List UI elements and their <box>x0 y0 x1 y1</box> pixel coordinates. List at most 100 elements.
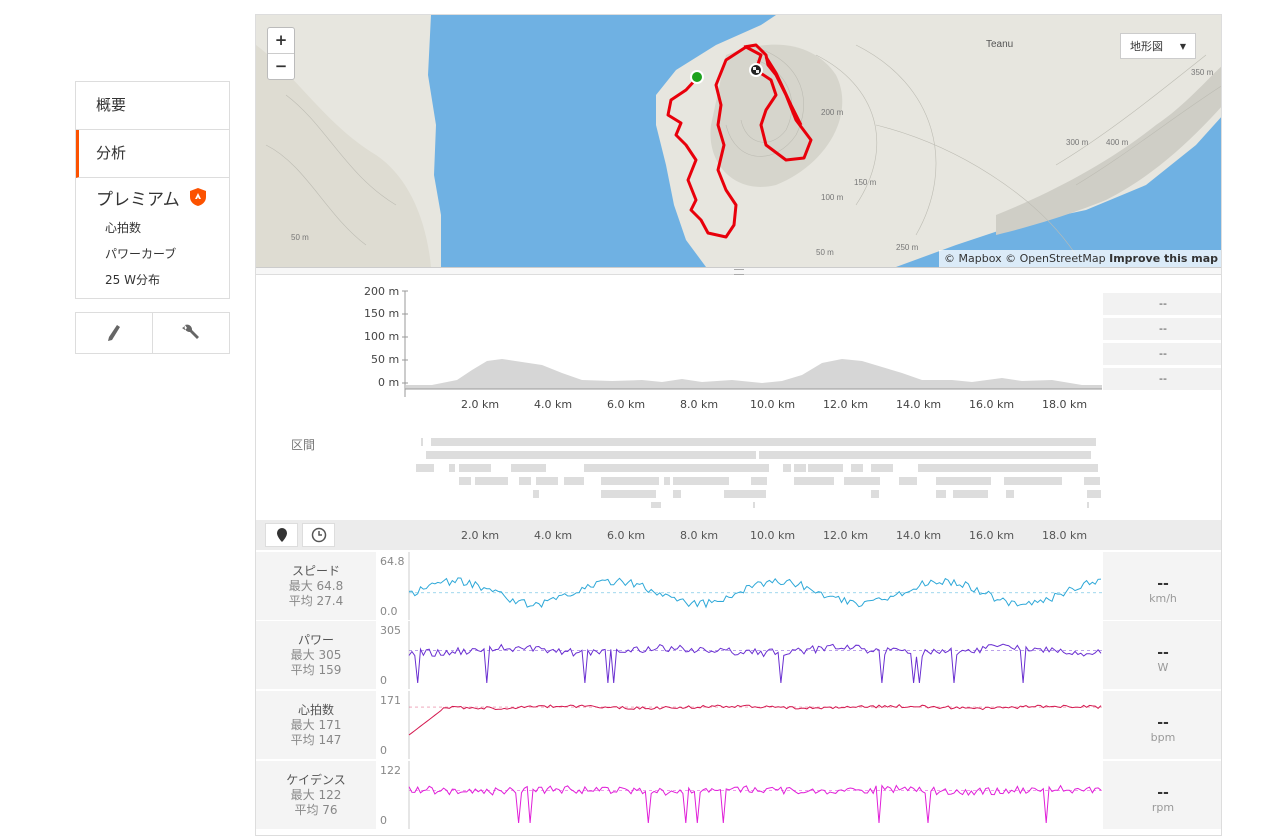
sidebar-item-power-distribution[interactable]: 25 W分布 <box>105 273 160 287</box>
segments-chart <box>416 438 1101 508</box>
analysis-panel: 50 m 50 m 100 m 150 m 200 m 250 m 300 m … <box>255 14 1222 836</box>
stream-power-readout: -- W <box>1103 621 1221 689</box>
time-mode-button[interactable] <box>302 523 335 547</box>
svg-text:50 m: 50 m <box>291 233 309 242</box>
distance-mode-button[interactable] <box>265 523 298 547</box>
stream-line <box>408 643 1102 684</box>
elevation-x-tick: 6.0 km <box>607 398 646 411</box>
stream-max: 最大 171 <box>290 718 342 732</box>
stream-speed-label: スピード 最大 64.8 平均 27.4 <box>256 552 376 620</box>
stream-y-max: 64.8 <box>380 555 405 568</box>
speed-line-chart <box>408 552 1103 620</box>
sidebar-item-analysis[interactable]: 分析 <box>76 130 229 178</box>
elevation-x-tick: 12.0 km <box>823 398 869 411</box>
sidebar-item-power-curve[interactable]: パワーカーブ <box>105 247 177 261</box>
elevation-stat: -- <box>1103 318 1221 340</box>
attribution-osm[interactable]: © OpenStreetMap <box>1005 252 1106 265</box>
chevron-down-icon: ▼ <box>1179 42 1186 51</box>
stream-unit: bpm <box>1150 731 1176 744</box>
elevation-y-tick: 200 m <box>364 285 400 298</box>
premium-label: プレミアム <box>96 189 180 210</box>
stream-x-tick: 2.0 km <box>461 529 500 542</box>
analysis-sidebar: 概要 分析 プレミアム 心拍数 パワーカーブ 25 W分布 <box>75 81 230 299</box>
stream-avg: 平均 147 <box>290 733 342 747</box>
svg-text:50 m: 50 m <box>816 248 834 257</box>
stream-value: -- <box>1157 785 1169 801</box>
stream-avg: 平均 27.4 <box>288 594 344 608</box>
premium-shield-icon <box>189 188 206 206</box>
stream-y-min: 0 <box>380 814 387 827</box>
stream-name: パワー <box>297 633 334 647</box>
streams-toolbar: 2.0 km 4.0 km 6.0 km 8.0 km 10.0 km 12.0… <box>256 520 1221 550</box>
stream-x-tick: 6.0 km <box>607 529 646 542</box>
settings-button[interactable] <box>152 313 229 353</box>
zoom-out-button[interactable]: − <box>268 53 294 79</box>
map-pin-icon <box>276 528 287 542</box>
edit-tools <box>75 312 230 354</box>
stream-line <box>408 784 1102 824</box>
place-label-teanu: Teanu <box>986 39 1013 50</box>
stream-max: 最大 64.8 <box>288 579 344 593</box>
zoom-in-button[interactable]: + <box>274 31 288 49</box>
stream-cadence-readout: -- rpm <box>1103 761 1221 829</box>
map-resize-handle[interactable] <box>256 267 1221 275</box>
stream-max: 最大 122 <box>290 788 342 802</box>
stream-y-max: 122 <box>380 764 401 777</box>
elevation-x-tick: 10.0 km <box>750 398 796 411</box>
stream-power-label: パワー 最大 305 平均 159 <box>256 621 376 689</box>
stream-x-tick: 8.0 km <box>680 529 719 542</box>
sidebar-item-heart-rate[interactable]: 心拍数 <box>105 221 142 235</box>
edit-button[interactable] <box>76 313 152 353</box>
elevation-profile <box>402 290 1102 397</box>
stream-name: ケイデンス <box>286 773 346 787</box>
elevation-x-tick: 4.0 km <box>534 398 573 411</box>
clock-icon <box>311 527 326 543</box>
stream-name: 心拍数 <box>297 703 334 717</box>
pencil-icon <box>108 325 120 341</box>
elevation-x-tick: 2.0 km <box>461 398 500 411</box>
stream-heartrate-label: 心拍数 最大 171 平均 147 <box>256 691 376 759</box>
map-canvas[interactable]: 50 m 50 m 100 m 150 m 200 m 250 m 300 m … <box>256 15 1222 267</box>
map-attribution: © Mapbox © OpenStreetMap Improve this ma… <box>939 250 1221 267</box>
improve-map-link[interactable]: Improve this map <box>1109 252 1218 265</box>
stream-x-tick: 18.0 km <box>1042 529 1088 542</box>
stream-value: -- <box>1157 645 1169 661</box>
stream-cadence-label: ケイデンス 最大 122 平均 76 <box>256 761 376 829</box>
route-map[interactable]: 50 m 50 m 100 m 150 m 200 m 250 m 300 m … <box>256 15 1222 267</box>
heartrate-line-chart <box>408 691 1103 759</box>
elevation-y-tick: 0 m <box>378 376 400 389</box>
elevation-stat: -- <box>1103 293 1221 315</box>
svg-text:200 m: 200 m <box>821 108 844 117</box>
stream-x-tick: 12.0 km <box>823 529 869 542</box>
stream-y-min: 0.0 <box>380 605 398 618</box>
stream-avg: 平均 76 <box>294 803 338 817</box>
stream-unit: km/h <box>1149 592 1177 605</box>
stream-x-tick: 16.0 km <box>969 529 1015 542</box>
attribution-mapbox[interactable]: © Mapbox <box>944 252 1002 265</box>
zoom-control: + − <box>267 27 295 80</box>
premium-title[interactable]: プレミアム <box>96 184 229 210</box>
elevation-stat: -- <box>1103 368 1221 390</box>
stream-unit: rpm <box>1151 801 1175 814</box>
svg-text:300 m: 300 m <box>1066 138 1089 147</box>
stream-value: -- <box>1157 576 1169 592</box>
svg-text:150 m: 150 m <box>854 178 877 187</box>
stream-y-max: 305 <box>380 624 401 637</box>
stream-y-max: 171 <box>380 694 401 707</box>
elevation-y-tick: 100 m <box>364 330 400 343</box>
sidebar-item-overview[interactable]: 概要 <box>76 82 229 130</box>
stream-heartrate-readout: -- bpm <box>1103 691 1221 759</box>
stream-max: 最大 305 <box>290 648 342 662</box>
svg-text:350 m: 350 m <box>1191 68 1214 77</box>
stream-y-min: 0 <box>380 744 387 757</box>
elevation-y-tick: 50 m <box>371 353 400 366</box>
svg-text:100 m: 100 m <box>821 193 844 202</box>
premium-section: プレミアム 心拍数 パワーカーブ 25 W分布 <box>76 178 229 298</box>
wrench-icon <box>182 324 199 339</box>
route-start-marker <box>690 70 704 84</box>
map-style-select[interactable]: 地形図 ▼ <box>1120 33 1196 59</box>
map-style-value: 地形図 <box>1130 40 1163 53</box>
svg-text:250 m: 250 m <box>896 243 919 252</box>
stream-x-tick: 14.0 km <box>896 529 942 542</box>
elevation-x-tick: 8.0 km <box>680 398 719 411</box>
